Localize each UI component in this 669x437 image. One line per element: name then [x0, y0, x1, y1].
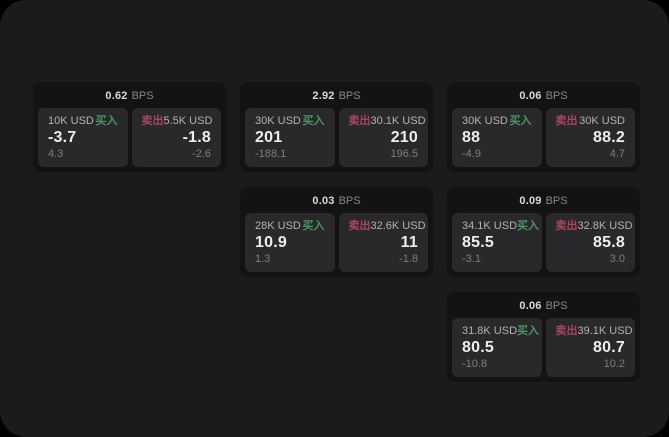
- buy-sub-value: -3.1: [462, 253, 481, 265]
- bps-value: 0.09: [519, 194, 542, 207]
- sell-amount: 30.1K USD: [370, 115, 426, 127]
- sell-amount: 30K USD: [579, 115, 625, 127]
- quote-card[interactable]: 0.09 BPS 34.1K USD 买入 85.5 -3.1 卖出 32.8K…: [447, 187, 640, 277]
- sell-sub-value: -1.8: [399, 253, 418, 265]
- bps-unit-label: BPS: [545, 194, 568, 207]
- sell-quote-panel[interactable]: 卖出 32.6K USD 11 -1.8: [338, 213, 428, 272]
- card-header: 0.09 BPS: [447, 187, 640, 211]
- sell-quote-panel[interactable]: 卖出 30.1K USD 210 196.5: [338, 108, 428, 167]
- quote-subpanels: 34.1K USD 买入 85.5 -3.1 卖出 32.8K USD 85.8…: [447, 211, 640, 277]
- card-header: 0.06 BPS: [447, 82, 640, 106]
- quote-card[interactable]: 0.62 BPS 10K USD 买入 -3.7 4.3 卖出 5.5K USD…: [33, 82, 226, 172]
- sell-sub-value: -2.6: [192, 148, 211, 160]
- sell-sub-value: 10.2: [603, 358, 625, 370]
- buy-amount: 30K USD: [462, 115, 508, 127]
- sell-sub-value: 196.5: [390, 148, 418, 160]
- card-header: 2.92 BPS: [240, 82, 433, 106]
- buy-quote-value: 88: [462, 129, 481, 146]
- sell-quote-panel[interactable]: 卖出 39.1K USD 80.7 10.2: [545, 318, 635, 377]
- sell-side-label: 卖出: [348, 115, 371, 127]
- sell-amount: 32.8K USD: [577, 220, 633, 232]
- buy-amount: 34.1K USD: [462, 220, 518, 232]
- sell-amount: 39.1K USD: [577, 325, 633, 337]
- sell-quote-panel[interactable]: 卖出 32.8K USD 85.8 3.0: [545, 213, 635, 272]
- bps-value: 0.06: [519, 89, 542, 102]
- sell-sub-value: 3.0: [609, 253, 625, 265]
- sell-amount: 5.5K USD: [163, 115, 213, 127]
- quote-card[interactable]: 0.06 BPS 31.8K USD 买入 80.5 -10.8 卖出 39.1…: [447, 292, 640, 382]
- buy-amount: 31.8K USD: [462, 325, 518, 337]
- buy-side-label: 买入: [509, 115, 532, 127]
- buy-quote-panel[interactable]: 28K USD 买入 10.9 1.3: [245, 213, 335, 272]
- buy-quote-panel[interactable]: 30K USD 买入 201 -188.1: [245, 108, 335, 167]
- sell-amount: 32.6K USD: [370, 220, 426, 232]
- bps-unit-label: BPS: [338, 194, 361, 207]
- bps-unit-label: BPS: [545, 299, 568, 312]
- card-header: 0.03 BPS: [240, 187, 433, 211]
- buy-sub-value: 1.3: [255, 253, 271, 265]
- sell-side-label: 卖出: [555, 220, 578, 232]
- buy-amount: 10K USD: [48, 115, 94, 127]
- buy-sub-value: 4.3: [48, 148, 64, 160]
- sell-quote-value: 11: [400, 234, 418, 251]
- sell-quote-value: 80.7: [593, 339, 625, 356]
- buy-sub-value: -188.1: [255, 148, 287, 160]
- buy-sub-value: -10.8: [462, 358, 488, 370]
- sell-quote-panel[interactable]: 卖出 30K USD 88.2 4.7: [545, 108, 635, 167]
- buy-amount: 28K USD: [255, 220, 301, 232]
- quote-subpanels: 10K USD 买入 -3.7 4.3 卖出 5.5K USD -1.8 -2.…: [33, 106, 226, 172]
- quote-subpanels: 30K USD 买入 88 -4.9 卖出 30K USD 88.2 4.7: [447, 106, 640, 172]
- card-header: 0.62 BPS: [33, 82, 226, 106]
- cards-grid: 0.62 BPS 10K USD 买入 -3.7 4.3 卖出 5.5K USD…: [33, 82, 640, 382]
- sell-quote-value: 85.8: [593, 234, 625, 251]
- bps-unit-label: BPS: [545, 89, 568, 102]
- buy-side-label: 买入: [302, 115, 325, 127]
- quote-subpanels: 28K USD 买入 10.9 1.3 卖出 32.6K USD 11 -1.8: [240, 211, 433, 277]
- quote-card[interactable]: 0.06 BPS 30K USD 买入 88 -4.9 卖出 30K USD 8…: [447, 82, 640, 172]
- quote-subpanels: 30K USD 买入 201 -188.1 卖出 30.1K USD 210 1…: [240, 106, 433, 172]
- sell-quote-value: 210: [390, 129, 418, 146]
- buy-quote-value: 201: [255, 129, 283, 146]
- sell-quote-value: -1.8: [182, 129, 211, 146]
- buy-side-label: 买入: [95, 115, 118, 127]
- sell-quote-panel[interactable]: 卖出 5.5K USD -1.8 -2.6: [131, 108, 221, 167]
- buy-quote-panel[interactable]: 10K USD 买入 -3.7 4.3: [38, 108, 128, 167]
- sell-side-label: 卖出: [555, 115, 578, 127]
- sell-sub-value: 4.7: [609, 148, 625, 160]
- buy-quote-value: 80.5: [462, 339, 494, 356]
- sell-quote-value: 88.2: [593, 129, 625, 146]
- buy-quote-value: 10.9: [255, 234, 287, 251]
- buy-quote-panel[interactable]: 34.1K USD 买入 85.5 -3.1: [452, 213, 542, 272]
- bps-value: 0.62: [105, 89, 128, 102]
- bps-unit-label: BPS: [131, 89, 154, 102]
- bps-value: 2.92: [312, 89, 335, 102]
- quote-card[interactable]: 2.92 BPS 30K USD 买入 201 -188.1 卖出 30.1K …: [240, 82, 433, 172]
- buy-side-label: 买入: [517, 220, 540, 232]
- quote-subpanels: 31.8K USD 买入 80.5 -10.8 卖出 39.1K USD 80.…: [447, 316, 640, 382]
- buy-side-label: 买入: [302, 220, 325, 232]
- bps-value: 0.03: [312, 194, 335, 207]
- sell-side-label: 卖出: [555, 325, 578, 337]
- buy-side-label: 买入: [517, 325, 540, 337]
- buy-quote-value: 85.5: [462, 234, 494, 251]
- buy-quote-panel[interactable]: 31.8K USD 买入 80.5 -10.8: [452, 318, 542, 377]
- buy-quote-panel[interactable]: 30K USD 买入 88 -4.9: [452, 108, 542, 167]
- card-header: 0.06 BPS: [447, 292, 640, 316]
- bps-unit-label: BPS: [338, 89, 361, 102]
- sell-side-label: 卖出: [348, 220, 371, 232]
- buy-amount: 30K USD: [255, 115, 301, 127]
- buy-sub-value: -4.9: [462, 148, 481, 160]
- quote-card[interactable]: 0.03 BPS 28K USD 买入 10.9 1.3 卖出 32.6K US…: [240, 187, 433, 277]
- bps-value: 0.06: [519, 299, 542, 312]
- sell-side-label: 卖出: [141, 115, 164, 127]
- buy-quote-value: -3.7: [48, 129, 77, 146]
